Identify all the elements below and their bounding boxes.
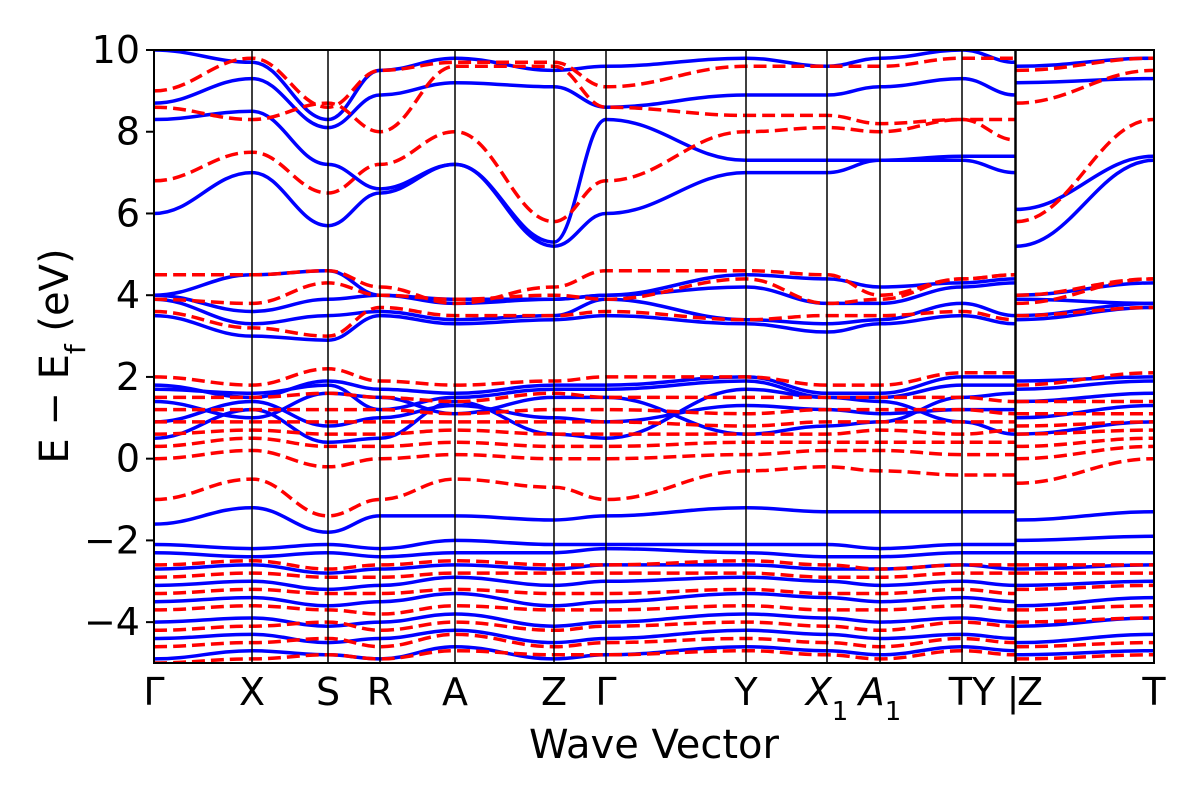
bands-layer [154, 50, 1154, 663]
spin-down-band-line [1015, 68, 1154, 105]
x-tick-label: X [239, 670, 265, 714]
spin-up-band-line [1015, 632, 1154, 645]
spin-down-band-line [154, 420, 1015, 428]
spin-up-band-line [154, 109, 1015, 244]
spin-up-band-line [1015, 391, 1154, 404]
plot-frame [153, 49, 1155, 664]
series-spin-up [154, 50, 1154, 661]
spin-down-band-line [154, 604, 1016, 616]
x-tick-label: | [1007, 670, 1020, 715]
spin-up-band-line [154, 375, 1015, 400]
spin-down-band-line [1015, 456, 1154, 485]
spin-up-band-line [154, 575, 1016, 592]
spin-down-band-line [154, 273, 1016, 306]
y-tick-label: 10 [92, 28, 140, 72]
y-tick-label: 6 [116, 191, 140, 235]
spin-up-band-line [1015, 301, 1154, 318]
spin-up-band-line [1015, 534, 1154, 543]
x-tick-label: X1 [804, 670, 849, 727]
series-spin-down [154, 56, 1154, 663]
spin-down-band-line [1015, 117, 1154, 224]
x-tick-label: T [1141, 670, 1166, 714]
spin-down-band-line [154, 391, 1016, 404]
spin-up-band-line [154, 628, 1016, 645]
y-tick-label: 4 [116, 273, 140, 317]
spin-up-band-line [154, 546, 1015, 559]
spin-down-band-line [154, 648, 1016, 663]
y-tick-label: −2 [84, 518, 140, 562]
spin-up-band-line [154, 158, 1016, 248]
x-tick-label: S [316, 670, 340, 714]
y-tick-label: 8 [116, 110, 140, 154]
spin-down-band-line [1015, 56, 1154, 73]
spin-up-band-line [1015, 403, 1154, 420]
kpoint-lines [251, 50, 1017, 663]
spin-down-band-line [154, 587, 1016, 596]
spin-down-band-line [1015, 420, 1154, 428]
spin-down-band-line [1015, 305, 1154, 318]
spin-down-band-line [1015, 436, 1154, 449]
spin-up-band-line [1015, 379, 1154, 391]
x-tick-label: Z [541, 670, 567, 714]
spin-down-band-line [1015, 616, 1154, 624]
spin-up-band-line [154, 50, 1016, 122]
y-axis-title: E − Ef (eV) [32, 248, 92, 463]
y-axis-title-main: E − E [32, 354, 78, 464]
spin-down-band-line [154, 428, 1016, 436]
spin-down-band-line [154, 620, 1016, 633]
x-tick-label: Γ [143, 670, 164, 714]
spin-down-band-line [1015, 428, 1154, 436]
spin-up-band-line [1015, 595, 1154, 608]
x-tick-label: Γ [595, 670, 616, 714]
x-tick-label: Y [733, 670, 758, 714]
spin-down-band-line [1015, 640, 1154, 649]
spin-down-band-line [1015, 604, 1154, 612]
spin-down-band-line [154, 407, 1016, 416]
spin-down-band-line [154, 465, 1015, 518]
spin-down-band-line [154, 448, 1015, 469]
spin-up-band-line [154, 591, 1016, 608]
spin-down-band-line [154, 305, 1016, 338]
x-tick-label: R [367, 670, 393, 714]
spin-up-band-line [154, 612, 1016, 628]
spin-up-band-line [1015, 154, 1154, 212]
x-tick-label: A1 [856, 670, 902, 727]
y-tick-label: 0 [116, 437, 140, 481]
spin-down-band-line [154, 117, 1016, 224]
spin-down-band-line [1015, 371, 1154, 387]
spin-down-band-line [1015, 583, 1154, 592]
spin-up-band-line [154, 76, 1016, 130]
spin-down-band-line [154, 367, 1015, 387]
spin-down-band-line [1015, 653, 1154, 661]
x-axis-title: Wave Vector [529, 722, 780, 768]
spin-down-band-line [154, 632, 1016, 649]
x-tick-label: TY [948, 670, 996, 714]
spin-up-band-line [1015, 76, 1154, 85]
x-tick-label: A [442, 670, 468, 714]
spin-down-band-line [1015, 277, 1154, 297]
y-tick-label: −4 [84, 600, 140, 644]
spin-up-band-line [1015, 648, 1154, 657]
spin-up-band-line [154, 538, 1015, 551]
spin-down-band-line [154, 571, 1015, 579]
spin-up-band-line [1015, 158, 1154, 248]
spin-down-band-line [154, 268, 1016, 306]
x-tick-label: Z [1017, 670, 1043, 714]
spin-up-band-line [1015, 281, 1154, 297]
spin-up-band-line [1015, 579, 1154, 588]
y-axis-ticks: 10 8 6 4 2 0 −2 −4 [84, 28, 154, 644]
spin-up-band-line [154, 505, 1015, 534]
y-tick-label: 2 [116, 355, 140, 399]
spin-up-band-line [1015, 510, 1154, 522]
y-axis-title-sub: f [59, 343, 92, 354]
spin-down-band-line [154, 436, 1015, 449]
y-axis-title-unit: (eV) [32, 248, 78, 344]
spin-down-band-line [154, 559, 1015, 571]
x-axis-ticks: Γ X S R A Z Γ Y X1 A1 TY |Z T [143, 670, 1166, 727]
spin-down-band-line [1015, 444, 1154, 461]
